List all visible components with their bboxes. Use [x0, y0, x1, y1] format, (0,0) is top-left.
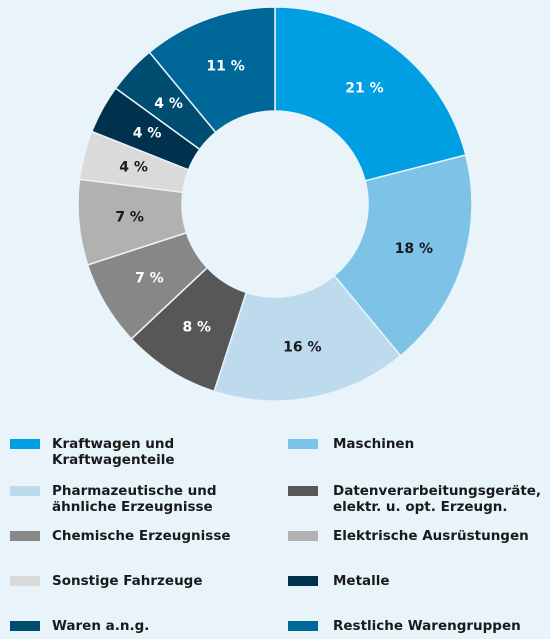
legend-swatch — [288, 576, 318, 586]
data-label: 4 % — [133, 126, 162, 142]
legend-swatch — [288, 439, 318, 449]
legend-label: Elektrische Ausrüstungen — [333, 528, 529, 544]
donut-slice — [213, 274, 402, 402]
legend-swatch — [288, 531, 318, 541]
data-label: 4 % — [119, 160, 148, 176]
legend-label: Pharmazeutische und ähnliche Erzeugnisse — [52, 483, 217, 515]
legend-label: Kraftwagen und Kraftwagenteile — [52, 436, 175, 468]
legend-label: Waren a.n.g. — [52, 618, 150, 634]
data-label: 21 % — [345, 81, 383, 97]
data-label: 11 % — [206, 59, 244, 75]
chart: 21 % 18 % 16 % 8 % 7 % 7 % 4 % 4 % 4 % 11 % — [77, 6, 473, 402]
data-label: 18 % — [395, 241, 433, 257]
legend-label: Sonstige Fahrzeuge — [52, 573, 203, 589]
data-label: 7 % — [115, 210, 144, 226]
legend-swatch — [288, 621, 318, 631]
legend-label: Chemische Erzeugnisse — [52, 528, 231, 544]
legend-swatch — [288, 486, 318, 496]
donut-slice — [274, 6, 467, 182]
legend-swatch — [10, 439, 40, 449]
data-label: 7 % — [135, 270, 164, 286]
legend-label: Restliche Warengruppen — [333, 618, 521, 634]
legend-swatch — [10, 621, 40, 631]
donut-slice — [148, 6, 276, 134]
legend-swatch — [10, 576, 40, 586]
donut-slice — [333, 154, 473, 357]
legend-label: Metalle — [333, 573, 390, 589]
legend-swatch — [10, 531, 40, 541]
legend-swatch — [10, 486, 40, 496]
legend-label: Datenverarbeitungsgeräte, elektr. u. opt… — [333, 483, 542, 515]
legend-label: Maschinen — [333, 436, 415, 452]
data-label: 16 % — [283, 339, 321, 355]
data-label: 8 % — [182, 319, 211, 335]
data-label: 4 % — [154, 96, 183, 112]
